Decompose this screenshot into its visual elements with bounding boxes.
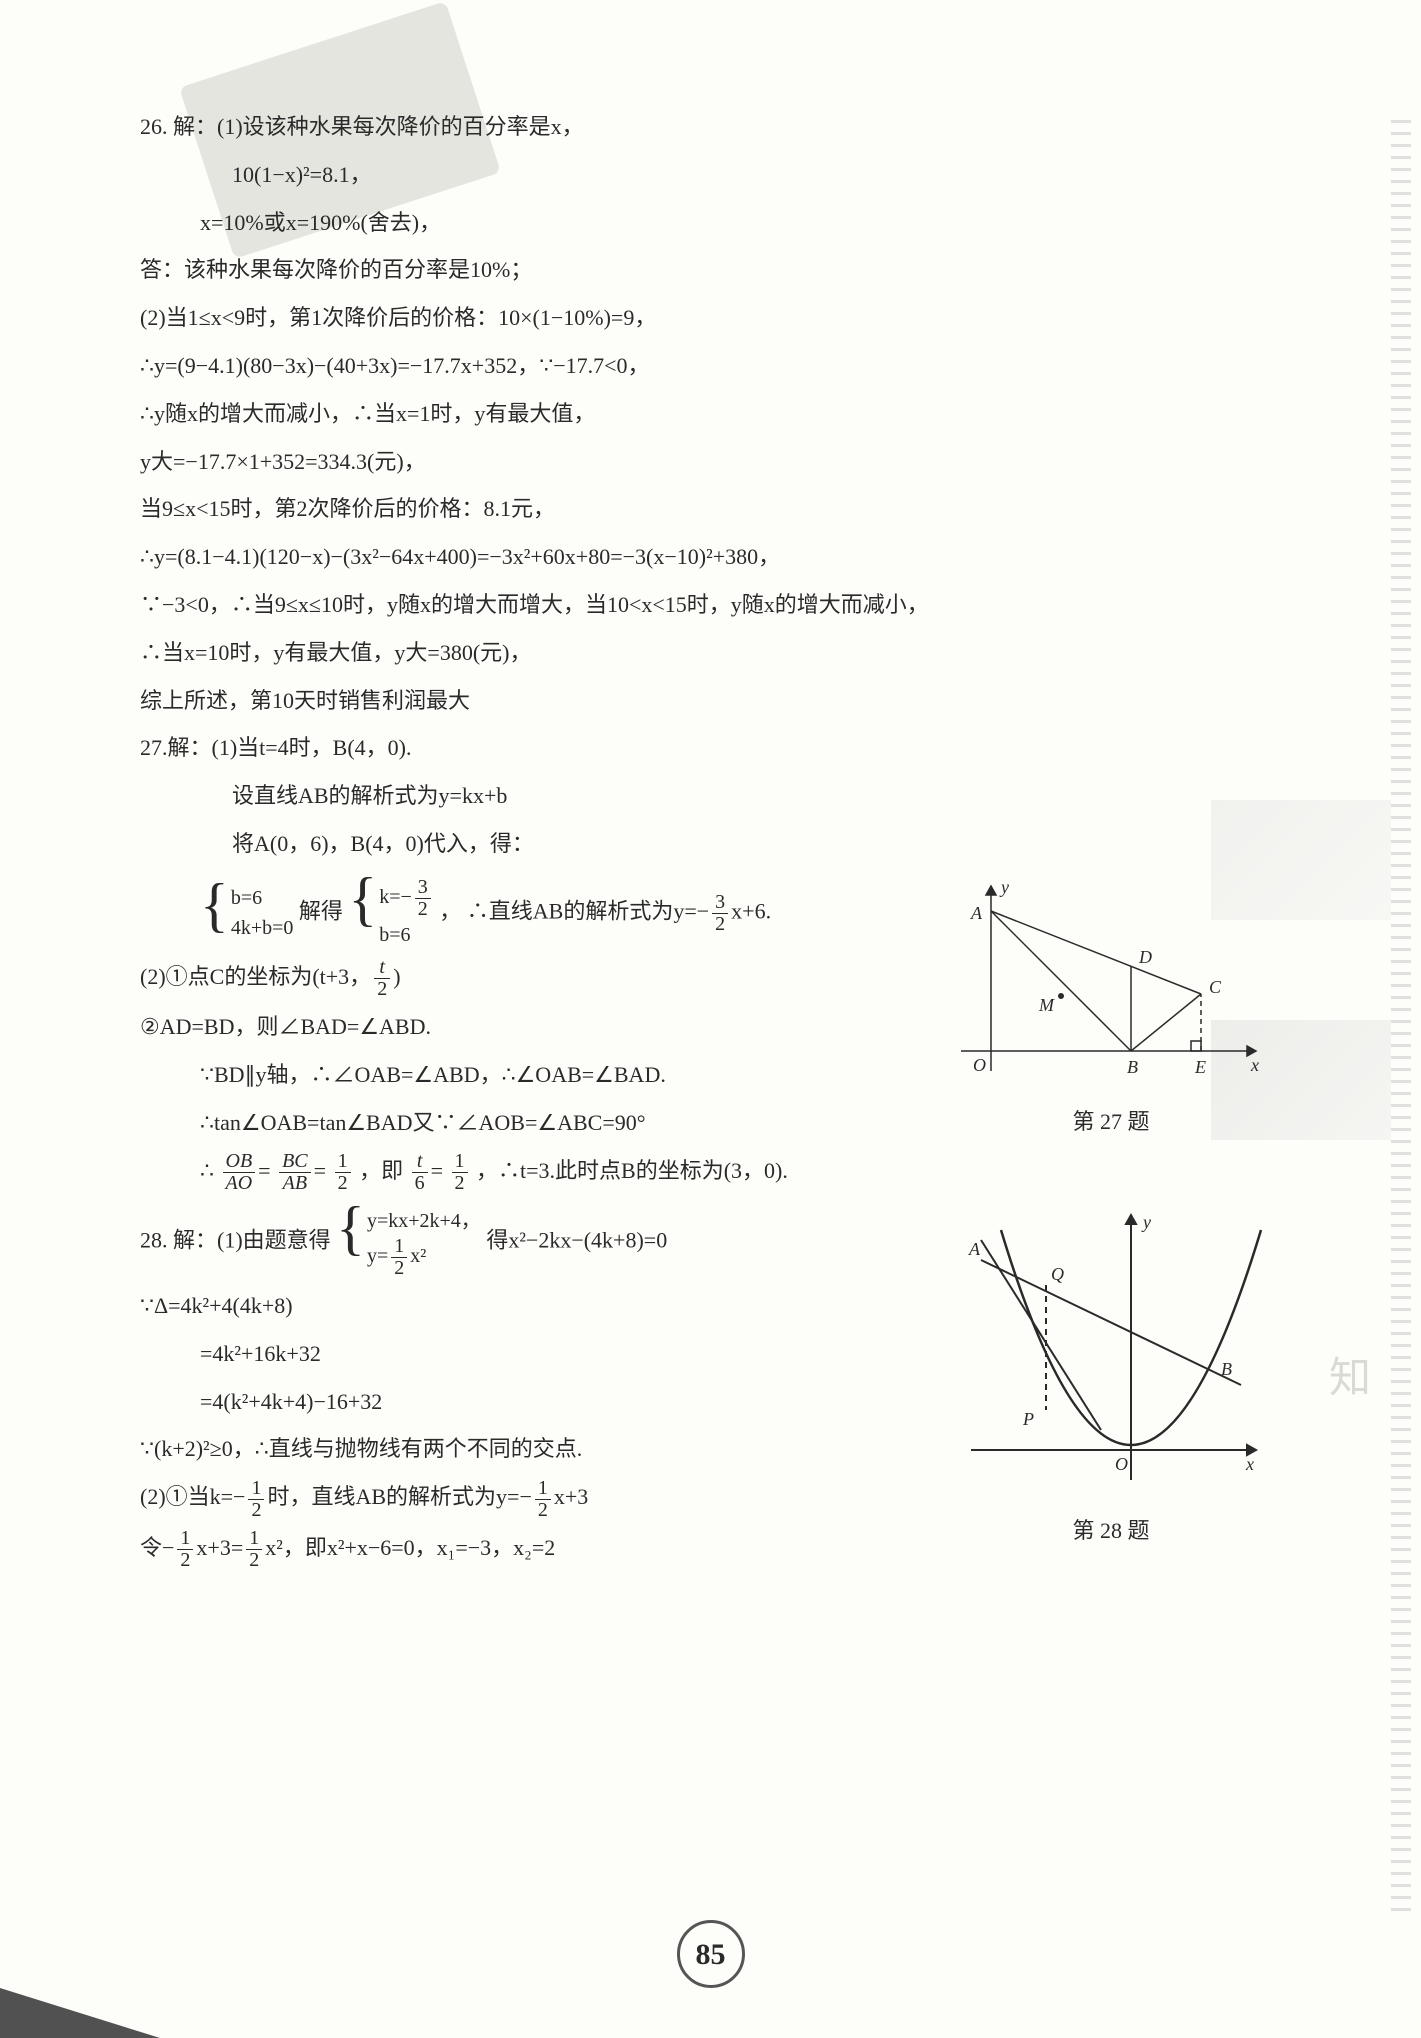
sys-after: ， ∴直线AB的解析式为y=− bbox=[439, 898, 709, 923]
label-A: A bbox=[970, 903, 983, 923]
p26-l10: ∴y=(8.1−4.1)(120−x)−(3x²−64x+400)=−3x²+6… bbox=[140, 536, 1281, 578]
p28-l6: (2)①当k=−12时，直线AB的解析式为y=−12x+3 bbox=[140, 1476, 911, 1520]
label-B28: B bbox=[1221, 1359, 1232, 1379]
p27-l7: ∵BD∥y轴，∴∠OAB=∠ABD，∴∠OAB=∠BAD. bbox=[140, 1054, 911, 1096]
p28-figure: A Q P B O x y bbox=[951, 1200, 1271, 1500]
p26-l5: (2)当1≤x<9时，第1次降价后的价格：10×(1−10%)=9， bbox=[140, 297, 1281, 339]
p27-l6: ②AD=BD，则∠BAD=∠ABD. bbox=[140, 1006, 911, 1048]
sys1-eq1: b=6 bbox=[231, 883, 294, 913]
p27-figure: A D C M O B E x y bbox=[951, 871, 1271, 1091]
page-number: 85 bbox=[677, 1920, 745, 1988]
p28-l7: 令−12x+3=12x²，即x²+x−6=0，x₁=−3，x₂=2 bbox=[140, 1527, 911, 1571]
p26-l8: y大=−17.7×1+352=334.3(元)， bbox=[140, 441, 1281, 483]
axis-x28: x bbox=[1245, 1454, 1254, 1474]
p26-l4: 答：该种水果每次降价的百分率是10%； bbox=[140, 249, 1281, 291]
p27-row: { b=6 4k+b=0 解得 { k=−32 b=6 bbox=[140, 871, 1281, 1200]
sys2-eq2: b=6 bbox=[379, 920, 434, 950]
label-D: D bbox=[1138, 947, 1152, 967]
right-margin-pattern bbox=[1391, 120, 1411, 1918]
label-Q: Q bbox=[1051, 1264, 1064, 1284]
p28-l3: =4k²+16k+32 bbox=[140, 1333, 911, 1375]
label-B: B bbox=[1127, 1057, 1138, 1077]
p26-l9: 当9≤x<15时，第2次降价后的价格：8.1元， bbox=[140, 488, 1281, 530]
label-O: O bbox=[973, 1055, 986, 1075]
p27-text-col: { b=6 4k+b=0 解得 { k=−32 b=6 bbox=[140, 871, 911, 1200]
p27-l9: ∴ OBAO= BCAB= 12 ，即 t6= 12 ，∴t=3.此时点B的坐标… bbox=[140, 1150, 911, 1194]
p27-system: { b=6 4k+b=0 解得 { k=−32 b=6 bbox=[140, 877, 911, 950]
p28-l1: 28. 解：(1)由题意得 { y=kx+2k+4， y=12x² 得x²−2k… bbox=[140, 1206, 911, 1279]
label-C: C bbox=[1209, 977, 1222, 997]
p26-l2: 10(1−x)²=8.1， bbox=[140, 154, 1281, 196]
p28-figure-col: A Q P B O x y 第 28 题 bbox=[941, 1200, 1281, 1552]
sys-mid: 解得 bbox=[299, 898, 343, 923]
brace-sys-2: { k=−32 b=6 bbox=[348, 877, 433, 950]
label-P: P bbox=[1022, 1409, 1034, 1429]
p27-l1: 27.解：(1)当t=4时，B(4，0). bbox=[140, 727, 1281, 769]
p26-l1: 26. 解：(1)设该种水果每次降价的百分率是x， bbox=[140, 106, 1281, 148]
sys1-eq2: 4k+b=0 bbox=[231, 913, 294, 943]
p26-l7: ∴y随x的增大而减小，∴当x=1时，y有最大值， bbox=[140, 393, 1281, 435]
sys2-eq1: k=−32 bbox=[379, 877, 434, 920]
p28-text-col: 28. 解：(1)由题意得 { y=kx+2k+4， y=12x² 得x²−2k… bbox=[140, 1200, 911, 1577]
p27-l5: (2)①点C的坐标为(t+3，t2) bbox=[140, 956, 911, 1000]
p27-l3: 将A(0，6)，B(4，0)代入，得： bbox=[140, 823, 1281, 865]
p28-l4: =4(k²+4k+4)−16+32 bbox=[140, 1381, 911, 1423]
sys-after2: x+6. bbox=[731, 898, 771, 923]
p27-caption: 第 27 题 bbox=[941, 1101, 1281, 1143]
label-E: E bbox=[1194, 1057, 1206, 1077]
corner-wedge bbox=[0, 1988, 160, 2038]
content: 26. 解：(1)设该种水果每次降价的百分率是x， 10(1−x)²=8.1， … bbox=[140, 106, 1281, 1577]
p28-l5: ∵(k+2)²≥0，∴直线与抛物线有两个不同的交点. bbox=[140, 1428, 911, 1470]
p28-sys-eq2: y=12x² bbox=[367, 1236, 481, 1279]
p26-l6: ∴y=(9−4.1)(80−3x)−(40+3x)=−17.7x+352，∵−1… bbox=[140, 345, 1281, 387]
p28-system: { y=kx+2k+4， y=12x² bbox=[336, 1206, 481, 1279]
p28-caption: 第 28 题 bbox=[941, 1510, 1281, 1552]
label-M: M bbox=[1038, 995, 1055, 1015]
p27-figure-col: A D C M O B E x y 第 27 题 bbox=[941, 871, 1281, 1143]
p26-l12: ∴当x=10时，y有最大值，y大=380(元)， bbox=[140, 632, 1281, 674]
axis-x: x bbox=[1250, 1055, 1259, 1075]
p28-sys-eq1: y=kx+2k+4， bbox=[367, 1206, 481, 1236]
p28-row: 28. 解：(1)由题意得 { y=kx+2k+4， y=12x² 得x²−2k… bbox=[140, 1200, 1281, 1577]
zhi-glyph: 知 bbox=[1329, 1340, 1371, 1420]
p26-l11: ∵−3<0，∴当9≤x≤10时，y随x的增大而增大，当10<x<15时，y随x的… bbox=[140, 584, 1281, 626]
label-O28: O bbox=[1115, 1454, 1128, 1474]
label-A28: A bbox=[968, 1239, 981, 1259]
p27-l8: ∴tan∠OAB=tan∠BAD又∵∠AOB=∠ABC=90° bbox=[140, 1102, 911, 1144]
p27-l2: 设直线AB的解析式为y=kx+b bbox=[140, 775, 1281, 817]
p26-l13: 综上所述，第10天时销售利润最大 bbox=[140, 680, 1281, 722]
brace-sys-1: { b=6 4k+b=0 bbox=[200, 883, 293, 943]
page: 知 26. 解：(1)设该种水果每次降价的百分率是x， 10(1−x)²=8.1… bbox=[0, 0, 1421, 2038]
axis-y: y bbox=[999, 877, 1009, 897]
axis-y28: y bbox=[1141, 1212, 1151, 1232]
p28-l2: ∵Δ=4k²+4(4k+8) bbox=[140, 1285, 911, 1327]
p26-l3: x=10%或x=190%(舍去)， bbox=[140, 202, 1281, 244]
